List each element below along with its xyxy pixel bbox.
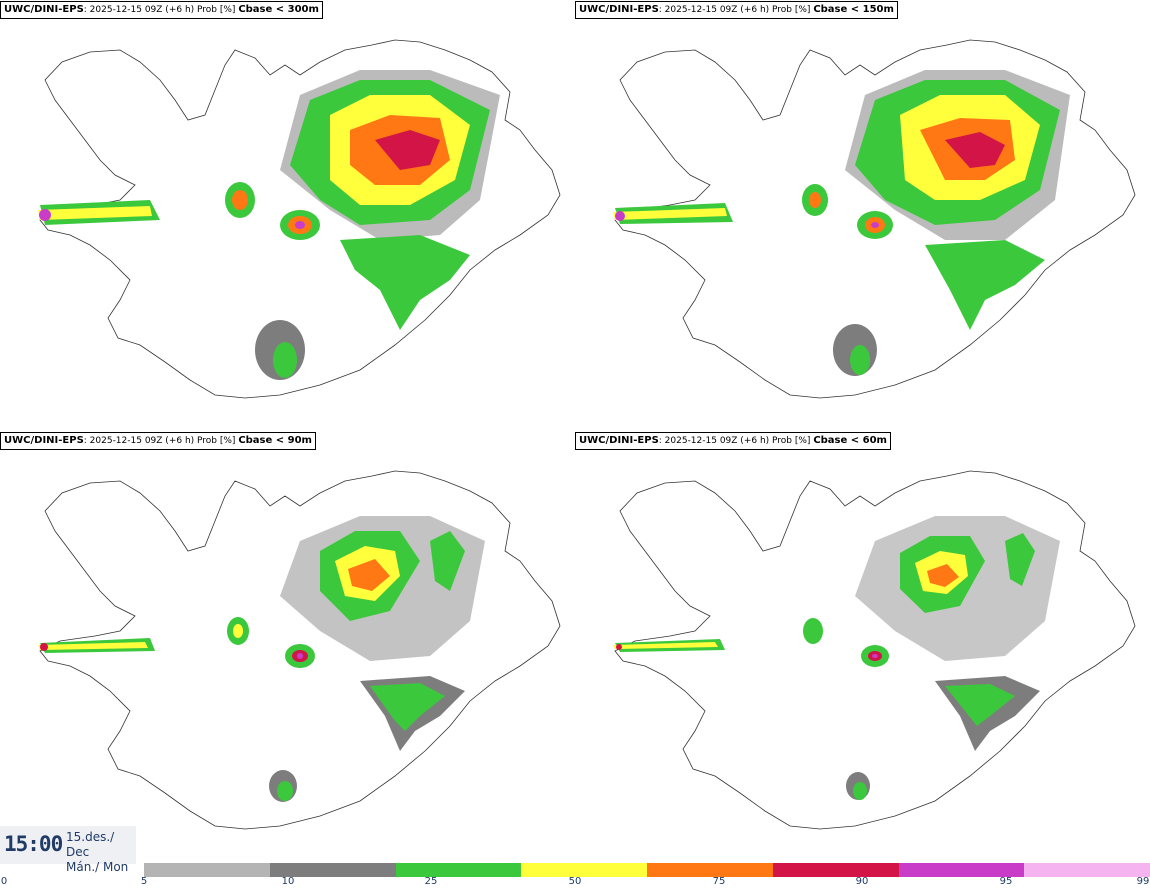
model-name: UWC/DINI-EPS (4, 435, 84, 446)
colorbar-segment (144, 863, 270, 877)
colorbar-segment (898, 863, 1025, 877)
prob-area-magenta (297, 653, 303, 659)
prob-area-green (1005, 533, 1035, 586)
prob-area-orange (348, 559, 390, 591)
colorbar-segment (1024, 863, 1150, 877)
panel-title: UWC/DINI-EPS: 2025-12-15 09Z (+6 h) Prob… (0, 1, 323, 19)
prob-area-green (803, 618, 823, 644)
prob-area-magenta (39, 209, 51, 221)
threshold-label: Cbase < 60m (813, 435, 887, 446)
prob-area-red (40, 643, 48, 651)
map-panel-cbase-90: UWC/DINI-EPS: 2025-12-15 09Z (+6 h) Prob… (0, 431, 575, 861)
map-panel-cbase-60: UWC/DINI-EPS: 2025-12-15 09Z (+6 h) Prob… (575, 431, 1150, 861)
map-canvas (613, 39, 1136, 399)
prob-area-green (925, 240, 1045, 330)
panel-title: UWC/DINI-EPS: 2025-12-15 09Z (+6 h) Prob… (575, 1, 898, 19)
colorbar (144, 863, 1150, 877)
prob-area-yellow (233, 624, 243, 638)
colorbar-tick-label: 25 (424, 876, 438, 887)
map-panel-cbase-300: UWC/DINI-EPS: 2025-12-15 09Z (+6 h) Prob… (0, 0, 575, 430)
map-panel-cbase-150: UWC/DINI-EPS: 2025-12-15 09Z (+6 h) Prob… (575, 0, 1150, 430)
colorbar-tick-label: 95 (999, 876, 1013, 887)
colorbar-segment (521, 863, 647, 877)
colorbar-tick-label: 50 (568, 876, 582, 887)
threshold-label: Cbase < 90m (238, 435, 312, 446)
map-canvas (38, 39, 561, 399)
prob-area-magenta (872, 654, 878, 658)
day-label: Mán./ Mon (66, 860, 129, 874)
prob-area-red (375, 130, 440, 170)
prob-area-orange (232, 190, 248, 210)
model-name: UWC/DINI-EPS (579, 435, 659, 446)
colorbar-segment (269, 863, 396, 877)
valid-time-box: 15:00 15.des./ Dec Mán./ Mon (0, 826, 136, 874)
model-name: UWC/DINI-EPS (4, 4, 84, 15)
prob-area-red (945, 132, 1005, 168)
colorbar-segment (395, 863, 522, 877)
prob-area-orange (809, 192, 821, 208)
prob-area-magenta (295, 221, 305, 229)
map-canvas (38, 470, 561, 830)
run-info: : 2025-12-15 09Z (+6 h) Prob [%] (658, 5, 814, 15)
run-info: : 2025-12-15 09Z (+6 h) Prob [%] (658, 436, 814, 446)
colorbar-tick-label: 99 (1136, 876, 1150, 887)
colorbar-tick-label: 10 (281, 876, 295, 887)
colorbar-tick-label: 90 (855, 876, 869, 887)
colorbar-tick-label: 5 (140, 876, 148, 887)
prob-area-green (273, 342, 297, 378)
prob-area-red (616, 644, 622, 650)
prob-area-green (945, 684, 1015, 726)
prob-area-green (853, 782, 867, 800)
run-info: : 2025-12-15 09Z (+6 h) Prob [%] (83, 5, 239, 15)
prob-area-orange (927, 564, 959, 587)
date-label: 15.des./ Dec (66, 830, 115, 859)
model-name: UWC/DINI-EPS (579, 4, 659, 15)
prob-area-green (340, 235, 470, 330)
colorbar-ticks: 0 5 10 25 50 75 90 95 99 (0, 876, 1150, 891)
prob-area-green (370, 683, 445, 731)
prob-area-green (430, 531, 465, 591)
prob-area-yellow (613, 642, 718, 649)
prob-area-green (850, 345, 870, 375)
map-canvas (613, 470, 1136, 830)
prob-area-yellow (38, 206, 152, 220)
colorbar-segment (647, 863, 773, 877)
threshold-label: Cbase < 300m (238, 4, 319, 15)
prob-area-green (277, 781, 293, 801)
run-info: : 2025-12-15 09Z (+6 h) Prob [%] (83, 436, 239, 446)
prob-area-magenta (615, 211, 625, 221)
colorbar-tick-label: 0 (0, 876, 8, 887)
prob-area-yellow (38, 642, 148, 650)
colorbar-tick-label: 75 (712, 876, 726, 887)
colorbar-segment (772, 863, 899, 877)
valid-date: 15.des./ Dec Mán./ Mon (66, 830, 136, 875)
panel-title: UWC/DINI-EPS: 2025-12-15 09Z (+6 h) Prob… (0, 432, 316, 450)
prob-area-yellow (613, 208, 727, 220)
valid-time: 15:00 (4, 832, 63, 856)
prob-area-magenta (871, 222, 879, 228)
threshold-label: Cbase < 150m (813, 4, 894, 15)
panel-title: UWC/DINI-EPS: 2025-12-15 09Z (+6 h) Prob… (575, 432, 891, 450)
